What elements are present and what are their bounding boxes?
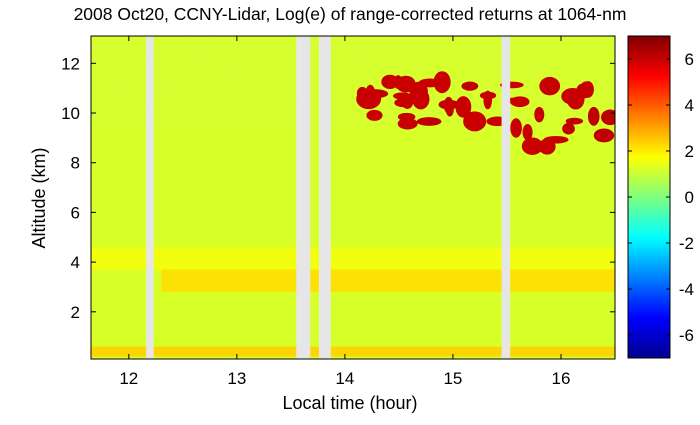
cloud-blob [366,109,383,121]
x-tick-label: 12 [119,369,138,388]
colorbar-tick-label: -2 [679,234,694,253]
cirrus-cloud [499,76,615,155]
heatmap-area [91,36,615,359]
chart-title: 2008 Oct20, CCNY-Lidar, Log(e) of range-… [74,4,627,24]
plot-frame [90,35,616,360]
cirrus-cloud [356,71,509,132]
y-tick-label: 10 [61,104,80,123]
cloud-blob [522,123,533,141]
colorbar-tick-label: -6 [679,326,694,345]
data-gap [318,36,331,359]
data-gap [296,36,311,359]
cloud-blob [565,117,584,125]
cloud-blob [356,88,382,110]
cloud-blob [412,88,430,110]
colorbar-tick-label: 4 [685,96,694,115]
cloud-blob [416,117,442,126]
cloud-blob [510,118,522,138]
cloud-blob [593,128,615,143]
x-tick-label: 14 [335,369,354,388]
colorbar-tick-label: 0 [685,188,694,207]
cloud-blob [521,137,543,155]
y-axis-label: Altitude (km) [29,147,49,248]
colorbar [627,35,671,359]
x-tick-label: 13 [227,369,246,388]
x-tick-label: 16 [552,369,571,388]
upper-noise-texture [91,36,615,126]
data-gap [146,36,154,359]
colorbar-tick-label: -4 [679,280,694,299]
cloud-blob [455,96,472,118]
cloud-blob [566,89,585,110]
cloud-blob [562,122,575,135]
cloud-blob [539,76,561,96]
cloud-blob [601,109,615,126]
cloud-blob [463,111,487,132]
cloud-blob [397,117,418,130]
y-tick-label: 4 [71,253,80,272]
boundary-layer-top [161,269,615,292]
y-tick-label: 6 [71,203,80,222]
y-tick-label: 8 [71,154,80,173]
y-tick-label: 2 [71,303,80,322]
x-tick-label: 15 [443,369,462,388]
y-tick-label: 12 [61,54,80,73]
cloud-blob [433,71,451,94]
cloud-blob [483,90,493,110]
cloud-blob [418,78,442,88]
cloud-blob [395,75,416,93]
x-axis-label: Local time (hour) [282,393,417,413]
cloud-blob [381,74,399,89]
surface-layer [91,346,615,357]
cloud-blob [461,81,479,91]
colorbar-tick-label: 2 [685,142,694,161]
residual-layer [91,247,615,270]
cloud-blob [587,106,600,126]
cloud-blob [443,96,454,114]
data-gap [501,36,511,359]
cloud-blob [394,98,413,108]
cloud-blob [538,138,556,155]
cloud-blob [534,106,545,123]
colorbar-tick-label: 6 [685,50,694,69]
